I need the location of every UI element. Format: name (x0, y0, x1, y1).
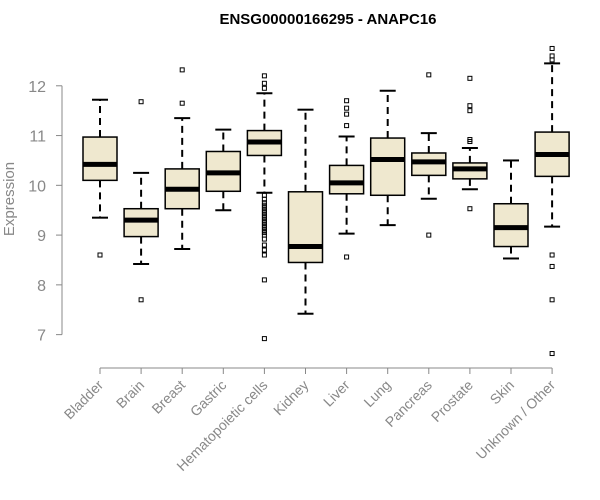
outlier-point (426, 232, 432, 238)
outlier-point (179, 67, 185, 73)
outlier-point (467, 108, 473, 114)
outlier-point (344, 123, 350, 129)
outlier-point (261, 192, 267, 198)
outlier-point (261, 80, 267, 86)
x-tick-label: Prostate (428, 377, 476, 425)
box-pancreas (411, 72, 447, 238)
outlier-point (138, 297, 144, 303)
x-tick-label: Liver (320, 377, 353, 410)
x-tick-label: Brain (113, 377, 147, 411)
y-tick-label: 9 (37, 228, 46, 245)
outlier-point (549, 53, 555, 59)
outlier-point (549, 252, 555, 258)
outlier-point (261, 336, 267, 342)
x-tick-label: Lung (360, 377, 393, 410)
box-iqr (369, 137, 406, 197)
chart-title: ENSG00000166295 - ANAPC16 (219, 11, 436, 28)
box-breast (164, 67, 200, 251)
outlier-point (261, 73, 267, 79)
outlier-point (467, 103, 473, 109)
box-iqr (287, 191, 324, 264)
outlier-point (344, 105, 350, 111)
x-tick-label: Bladder (61, 377, 107, 423)
box-brain (123, 99, 159, 303)
y-tick-label: 7 (37, 328, 46, 345)
box-liver (328, 98, 365, 260)
box-kidney (287, 108, 324, 315)
outlier-point (261, 247, 267, 253)
y-tick-label: 11 (29, 129, 46, 146)
y-axis: 7 8 9 10 11 12 (28, 79, 63, 345)
outlier-point (467, 206, 473, 212)
boxes-group (82, 45, 570, 357)
x-tick-label: Skin (487, 377, 518, 408)
outlier-point (138, 99, 144, 105)
box-iqr (328, 164, 365, 195)
box-skin (493, 159, 529, 260)
outlier-point (467, 75, 473, 81)
outlier-point (344, 254, 350, 260)
box-unknown-other (534, 45, 570, 357)
y-tick-label: 12 (28, 79, 46, 96)
outlier-point (261, 252, 267, 258)
outlier-point (261, 85, 267, 91)
x-tick-label: Kidney (270, 377, 312, 419)
outlier-point (549, 45, 555, 51)
outlier-point (549, 297, 555, 303)
box-bladder (82, 98, 118, 258)
outlier-point (549, 351, 555, 357)
outlier-point (344, 98, 350, 104)
box-prostate (452, 75, 488, 212)
y-tick-label: 8 (37, 278, 46, 295)
outlier-point (549, 263, 555, 269)
y-axis-label: Expression (1, 162, 18, 236)
outlier-point (344, 111, 350, 117)
outlier-point (467, 137, 473, 143)
box-iqr (82, 136, 118, 182)
box-hematopoietic-cells (246, 73, 283, 342)
box-gastric (205, 128, 242, 212)
outlier-point (261, 242, 267, 248)
outlier-point (549, 57, 555, 63)
outlier-point (261, 196, 267, 202)
outlier-point (179, 100, 185, 106)
outlier-point (97, 252, 103, 258)
y-tick-label: 10 (28, 178, 46, 195)
outlier-point (261, 236, 267, 242)
outlier-point (261, 277, 267, 283)
box-lung (369, 89, 406, 227)
outlier-point (426, 72, 432, 78)
x-tick-label: Breast (148, 377, 188, 417)
